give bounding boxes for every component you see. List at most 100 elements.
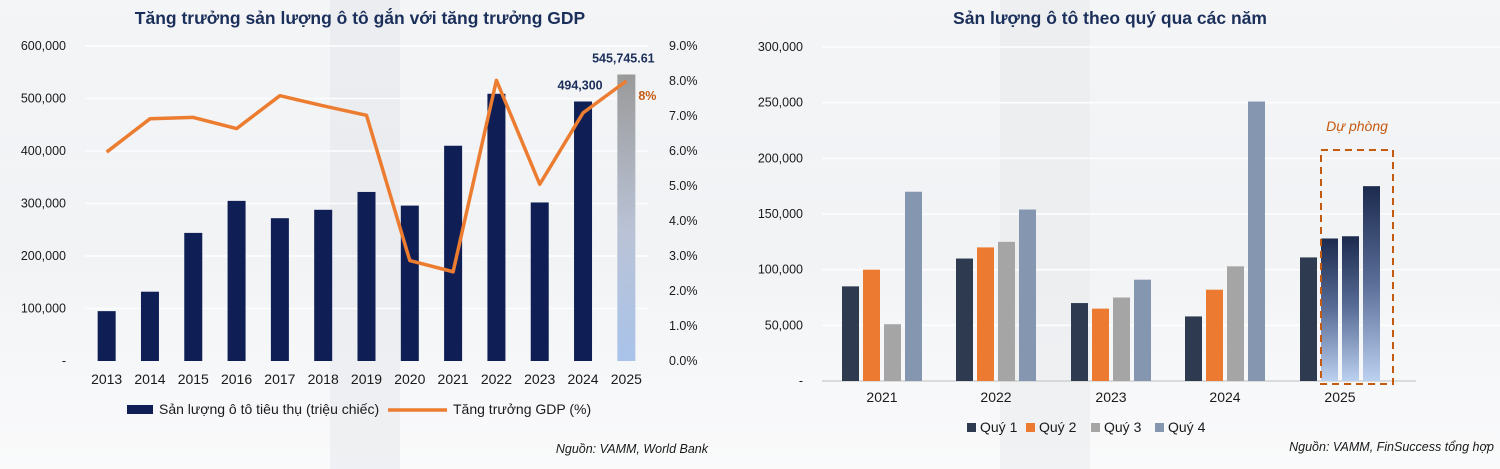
gdp-growth-line [105, 78, 628, 274]
y2-tick-label: 0.0% [669, 354, 698, 368]
bar-2013 [97, 311, 116, 361]
source-note: Nguồn: VAMM, World Bank [556, 442, 709, 456]
bar-2024-q1 [1185, 316, 1202, 381]
quarterly-production-chart: Sản lượng ô tô theo quý qua các năm - 50,… [758, 8, 1500, 454]
bar-2022-q4 [1019, 209, 1036, 381]
x-tick-label: 2025 [1324, 389, 1355, 405]
legend-swatch [1026, 423, 1035, 432]
y2-tick-label: 7.0% [669, 109, 698, 123]
x-tick-label: 2019 [351, 371, 382, 387]
bar-2025 [617, 74, 636, 361]
x-tick-label: 2025 [611, 371, 642, 387]
bar-2021-q3 [884, 324, 901, 381]
y2-tick-label: 8.0% [669, 74, 698, 88]
y2-tick-label: 2.0% [669, 284, 698, 298]
bar-2023-q3 [1113, 297, 1130, 381]
legend-swatch [967, 423, 976, 432]
y-tick-label: 500,000 [21, 92, 66, 106]
forecast-annotation: Dự phòng [1326, 118, 1388, 134]
y-tick-label: - [799, 374, 803, 388]
bar-2021-q4 [905, 191, 922, 381]
x-tick-label: 2023 [524, 371, 555, 387]
y-tick-label: 600,000 [21, 39, 66, 53]
data-label-gdp-2025: 8% [638, 89, 656, 103]
x-tick-label: 2021 [866, 389, 897, 405]
y-tick-label: 100,000 [758, 263, 803, 277]
bar-2022-q1 [956, 258, 973, 381]
bar-2024 [574, 101, 593, 362]
bar-2014 [140, 291, 159, 361]
legend-label: Quý 4 [1168, 419, 1206, 435]
chart-title: Tăng trưởng sản lượng ô tô gắn với tăng … [135, 7, 586, 28]
bar-2022-q2 [977, 247, 994, 381]
y-tick-label: - [62, 354, 66, 368]
bar-series [842, 101, 1380, 381]
bar-2017 [270, 218, 289, 361]
bar-2025-q2 [1321, 238, 1338, 381]
bar-2024-q4 [1248, 101, 1265, 381]
bar-2024-q3 [1227, 266, 1244, 381]
y2-tick-label: 3.0% [669, 249, 698, 263]
bar-2019 [357, 191, 376, 361]
y2-tick-label: 9.0% [669, 39, 698, 53]
bar-2021-q2 [863, 269, 880, 381]
bar-2021-q1 [842, 286, 859, 381]
bar-2021 [444, 145, 463, 361]
y2-tick-label: 4.0% [669, 214, 698, 228]
x-tick-label: 2014 [134, 371, 165, 387]
bar-2022 [487, 93, 506, 362]
legend-swatch-bar [127, 405, 153, 414]
x-tick-label: 2021 [438, 371, 469, 387]
legend-label: Quý 2 [1039, 419, 1077, 435]
x-tick-label: 2013 [91, 371, 122, 387]
y-tick-label: 300,000 [758, 40, 803, 54]
y-tick-label: 200,000 [758, 151, 803, 165]
production-gdp-chart: Tăng trưởng sản lượng ô tô gắn với tăng … [21, 7, 709, 456]
x-tick-label: 2024 [1209, 389, 1240, 405]
bar-2024-q2 [1206, 289, 1223, 381]
legend-label: Sản lượng ô tô tiêu thụ (triệu chiếc) [159, 401, 379, 417]
y-tick-label: 100,000 [21, 302, 66, 316]
x-tick-label: 2022 [980, 389, 1011, 405]
y2-tick-label: 5.0% [669, 179, 698, 193]
bar-2023-q2 [1092, 308, 1109, 381]
x-tick-label: 2018 [308, 371, 339, 387]
y-tick-label: 150,000 [758, 207, 803, 221]
x-tick-label: 2017 [264, 371, 295, 387]
x-axis: 2013 2014 2015 2016 2017 2018 2019 2020 2021 2022… [91, 371, 642, 387]
bar-2015 [184, 232, 203, 361]
x-tick-label: 2015 [178, 371, 209, 387]
bar-2020 [400, 205, 419, 361]
bar-2016 [227, 200, 246, 361]
data-label-2024: 494,300 [557, 78, 602, 92]
bar-2023-q1 [1071, 303, 1088, 381]
y2-tick-label: 1.0% [669, 319, 698, 333]
data-label-2025: 545,745.61 [592, 51, 655, 65]
legend: Sản lượng ô tô tiêu thụ (triệu chiếc) Tăn… [127, 401, 591, 417]
legend-label: Tăng trưởng GDP (%) [453, 401, 591, 417]
x-tick-label: 2024 [567, 371, 598, 387]
y-tick-label: 300,000 [21, 197, 66, 211]
x-tick-label: 2023 [1095, 389, 1126, 405]
y-tick-label: 50,000 [765, 318, 803, 332]
line-series [105, 78, 628, 274]
y2-tick-label: 6.0% [669, 144, 698, 158]
forecast-box [1320, 149, 1394, 385]
source-note: Nguồn: VAMM, FinSuccess tổng hợp [1289, 440, 1494, 454]
legend-label: Quý 1 [980, 419, 1018, 435]
data-labels: 494,300 545,745.61 8% [557, 51, 656, 103]
x-tick-label: 2020 [394, 371, 425, 387]
x-tick-label: 2016 [221, 371, 252, 387]
y-axis-right: 0.0% 1.0% 2.0% 3.0% 4.0% 5.0% 6.0% 7.0% 8.0% 9.0% [669, 39, 698, 368]
bar-2025-q3 [1342, 236, 1359, 381]
bar-2025-q1 [1300, 257, 1317, 381]
legend: Quý 1 Quý 2 Quý 3 Quý 4 [967, 419, 1206, 435]
legend-swatch [1091, 423, 1100, 432]
legend-label: Quý 3 [1104, 419, 1142, 435]
bar-series [97, 74, 636, 362]
bar-2018 [314, 209, 333, 361]
chart-title: Sản lượng ô tô theo quý qua các năm [953, 8, 1267, 28]
bar-2023-q4 [1134, 279, 1151, 381]
